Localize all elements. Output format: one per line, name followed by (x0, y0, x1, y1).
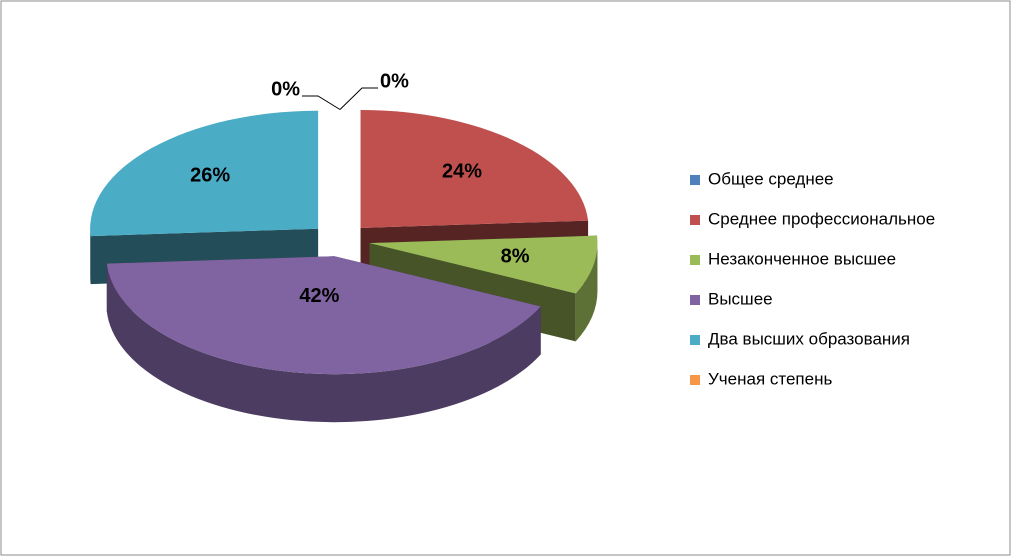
legend-swatch (690, 255, 700, 265)
slice (360, 109, 589, 228)
data-label: 26% (190, 164, 230, 186)
data-label: 0% (271, 78, 300, 100)
legend-swatch (690, 175, 700, 185)
pie (90, 109, 598, 423)
data-label: 8% (501, 246, 530, 268)
slice-wall (575, 243, 598, 342)
data-label: 42% (299, 285, 339, 307)
slice (90, 110, 319, 237)
legend-swatch (690, 295, 700, 305)
slice (369, 235, 598, 294)
slice-wall (106, 263, 541, 423)
data-label: 0% (380, 70, 409, 92)
leader-line (339, 87, 378, 110)
legend-label: Два высших образования (708, 329, 910, 348)
slice (106, 256, 541, 375)
legend-label: Высшее (708, 289, 773, 308)
legend-label: Ученая степень (708, 369, 832, 388)
legend-swatch (690, 215, 700, 225)
legend-label: Общее среднее (708, 169, 834, 188)
legend-swatch (690, 375, 700, 385)
data-label: 24% (442, 160, 482, 182)
legend-label: Среднее профессиональное (708, 209, 935, 228)
leader-line (302, 95, 341, 110)
legend-label: Незаконченное высшее (708, 249, 896, 268)
legend-swatch (690, 335, 700, 345)
